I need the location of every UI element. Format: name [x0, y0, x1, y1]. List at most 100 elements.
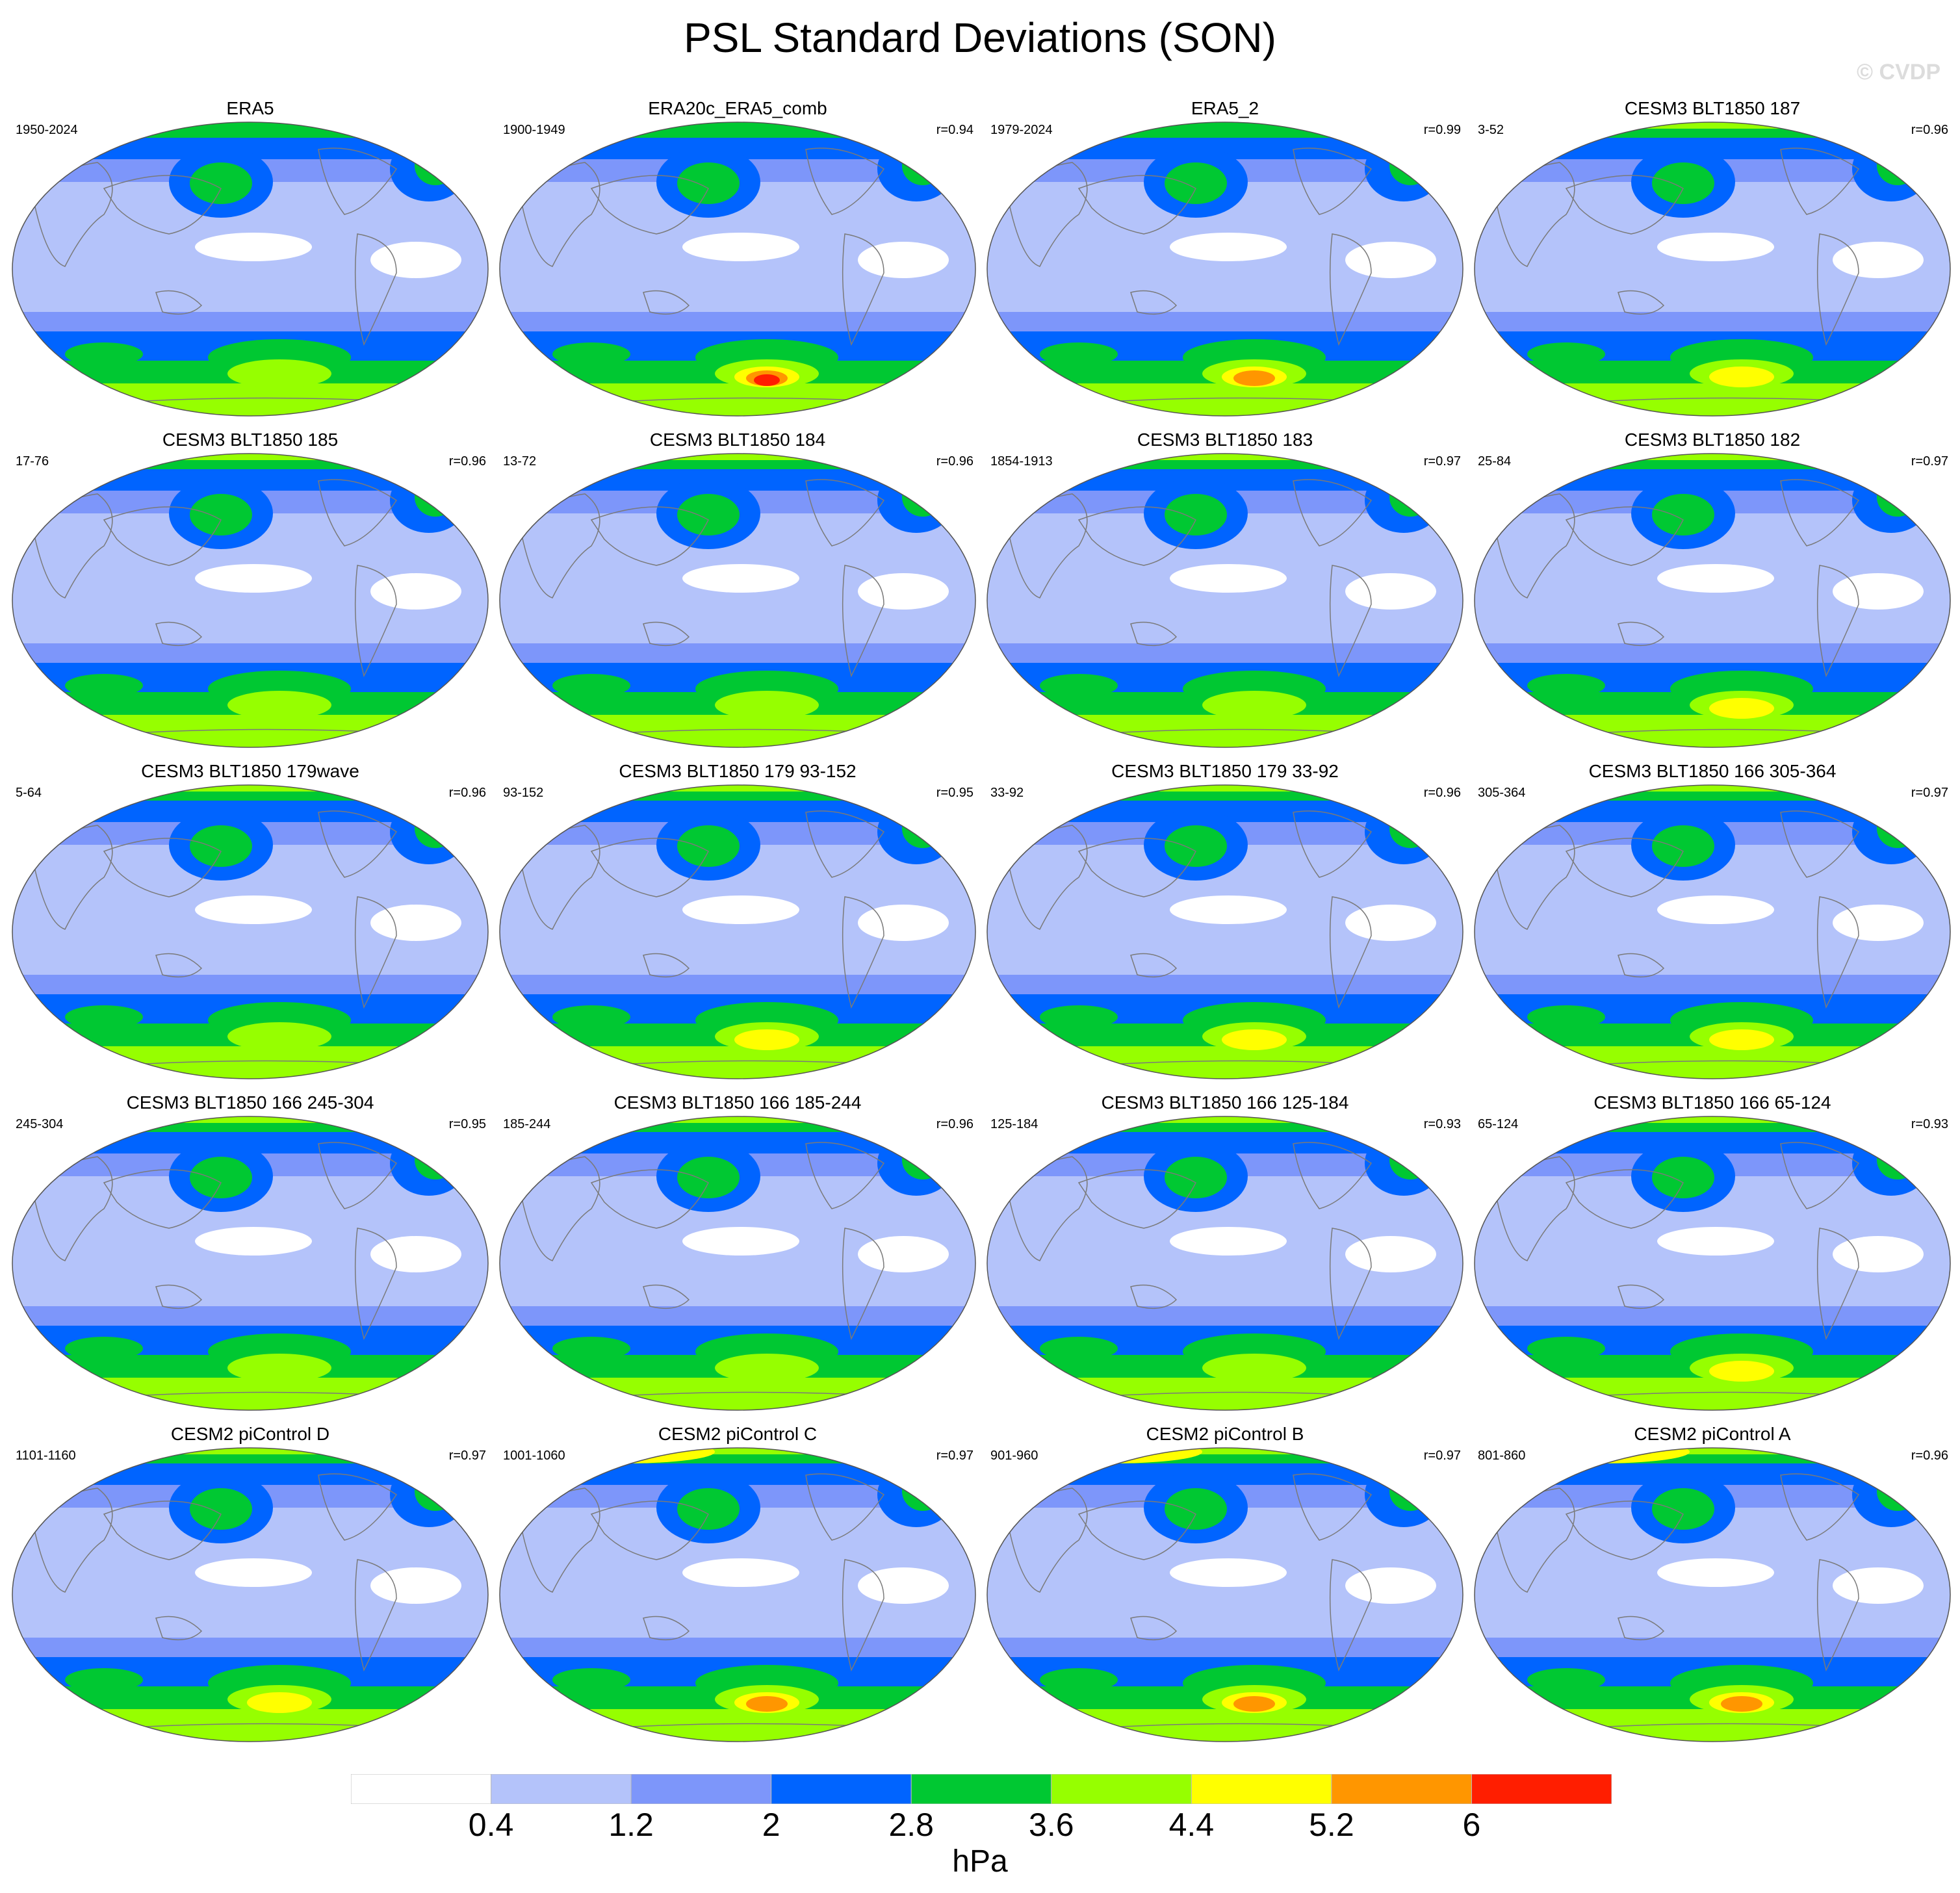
north-atlantic-low — [1365, 136, 1443, 201]
north-atlantic-low — [390, 799, 468, 864]
panel-correlation: r=0.99 — [1423, 123, 1461, 137]
sh-storm-west — [1040, 1668, 1118, 1692]
sh-storm-west — [552, 1005, 630, 1029]
nh-band-4 — [987, 1116, 1463, 1123]
tropics-min-west — [682, 233, 799, 261]
coastline-asia — [590, 175, 709, 235]
coastline-south-america — [354, 896, 397, 1009]
coastline-south-america — [354, 1228, 397, 1341]
coastline-north-america — [318, 1473, 398, 1541]
coastline-north-america — [805, 810, 885, 878]
tropics-min-east — [1833, 573, 1924, 610]
panel-years: 1900-1949 — [503, 123, 565, 137]
coastline-north-america — [318, 1142, 398, 1209]
panel-years: 17-76 — [16, 454, 49, 469]
map-outline — [12, 1116, 489, 1411]
sh-storm-west — [1527, 1668, 1605, 1692]
sh-storm-west — [65, 1005, 143, 1029]
robinson-map — [1474, 1116, 1951, 1411]
sh-band-4 — [12, 1378, 488, 1410]
figure-title: PSL Standard Deviations (SON) — [684, 14, 1276, 61]
coastline-north-america — [1780, 1142, 1860, 1209]
sh-band-4 — [1475, 1709, 1950, 1742]
panel-years: 3-52 — [1478, 123, 1504, 137]
colorbar-swatch — [1191, 1774, 1332, 1804]
coastline-south-america — [1329, 233, 1372, 346]
map-panel: CESM3 BLT1850 166 185-244 185-244 r=0.96 — [494, 1092, 981, 1419]
sh-max-2 — [1222, 1029, 1287, 1050]
nh-band-4 — [12, 1116, 488, 1123]
panel-correlation: r=0.97 — [936, 1449, 974, 1463]
tropics-min-east — [370, 1567, 461, 1604]
coastline-north-america — [1293, 1142, 1373, 1209]
coastline-australia — [155, 1616, 203, 1641]
panel-title: CESM2 piControl D — [170, 1424, 330, 1444]
north-atlantic-core — [1389, 809, 1431, 848]
north-pacific-core — [1652, 1157, 1714, 1198]
map-outline — [1474, 784, 1951, 1079]
coastline-north-america — [1780, 479, 1860, 547]
tropics-min-east — [1345, 1236, 1436, 1272]
panel-correlation: r=0.97 — [1911, 786, 1948, 800]
coastline-north-america — [318, 810, 398, 878]
coastline-asia — [590, 838, 709, 897]
north-pacific-core — [677, 825, 740, 867]
coastline-north-america — [1293, 810, 1373, 878]
tropics-min-east — [858, 242, 949, 278]
robinson-map — [12, 122, 489, 417]
coastline-australia — [643, 290, 690, 315]
coastline-australia — [155, 953, 203, 978]
coastline-australia — [1618, 1284, 1665, 1309]
sh-max-1 — [715, 1354, 819, 1382]
map-panel: CESM3 BLT1850 166 125-184 125-184 r=0.93 — [981, 1092, 1469, 1419]
coastline-asia — [1077, 1169, 1196, 1229]
colorbar-swatch — [1331, 1774, 1472, 1804]
sh-band-4 — [12, 715, 488, 747]
sh-storm-west — [1527, 342, 1605, 366]
north-pacific-core — [190, 1488, 252, 1530]
sh-max-1 — [227, 1022, 331, 1051]
coastline-south-america — [1329, 1228, 1372, 1341]
coastline-south-america — [354, 565, 397, 678]
north-pacific-core — [677, 1157, 740, 1198]
robinson-map — [499, 1447, 976, 1742]
panel-correlation: r=0.96 — [1911, 123, 1948, 137]
coastline-asia — [590, 506, 709, 566]
sh-band-4 — [987, 1046, 1463, 1079]
coastline-south-america — [842, 233, 884, 346]
panel-correlation: r=0.93 — [1911, 1117, 1948, 1131]
coastline-north-america — [1293, 1473, 1373, 1541]
map-outline — [499, 784, 976, 1079]
coastline-australia — [155, 1284, 203, 1309]
tropics-min-east — [1345, 905, 1436, 941]
robinson-map — [986, 1447, 1464, 1742]
nh-band-4 — [12, 785, 488, 792]
north-atlantic-core — [415, 809, 456, 848]
robinson-map — [986, 784, 1464, 1079]
north-atlantic-core — [1389, 1472, 1431, 1511]
coastline-north-america — [1780, 148, 1860, 215]
robinson-map — [499, 122, 976, 417]
tropics-min-east — [1833, 1236, 1924, 1272]
nh-band-4 — [12, 1448, 488, 1454]
panel-correlation: r=0.96 — [1423, 786, 1461, 800]
map-outline — [986, 1116, 1464, 1411]
nh-band-4 — [987, 1448, 1463, 1454]
nh-max — [1020, 1448, 1202, 1463]
panel-title: CESM3 BLT1850 183 — [1137, 430, 1313, 450]
sh-band-4 — [987, 715, 1463, 747]
panel-correlation: r=0.96 — [936, 1117, 974, 1131]
panel-title: ERA5 — [226, 98, 274, 118]
north-atlantic-low — [1852, 799, 1930, 864]
panel-title: CESM3 BLT1850 166 185-244 — [613, 1092, 862, 1113]
sh-band-4 — [12, 383, 488, 416]
coastline-south-america — [354, 1559, 397, 1672]
coastline-australia — [643, 953, 690, 978]
north-pacific-core — [1652, 494, 1714, 535]
coastline-australia — [1618, 290, 1665, 315]
panel-correlation: r=0.94 — [936, 123, 974, 137]
robinson-map — [1474, 1447, 1951, 1742]
sh-storm-west — [65, 1668, 143, 1692]
map-panel: CESM3 BLT1850 187 3-52 r=0.96 — [1469, 97, 1956, 425]
sh-storm-west — [552, 342, 630, 366]
